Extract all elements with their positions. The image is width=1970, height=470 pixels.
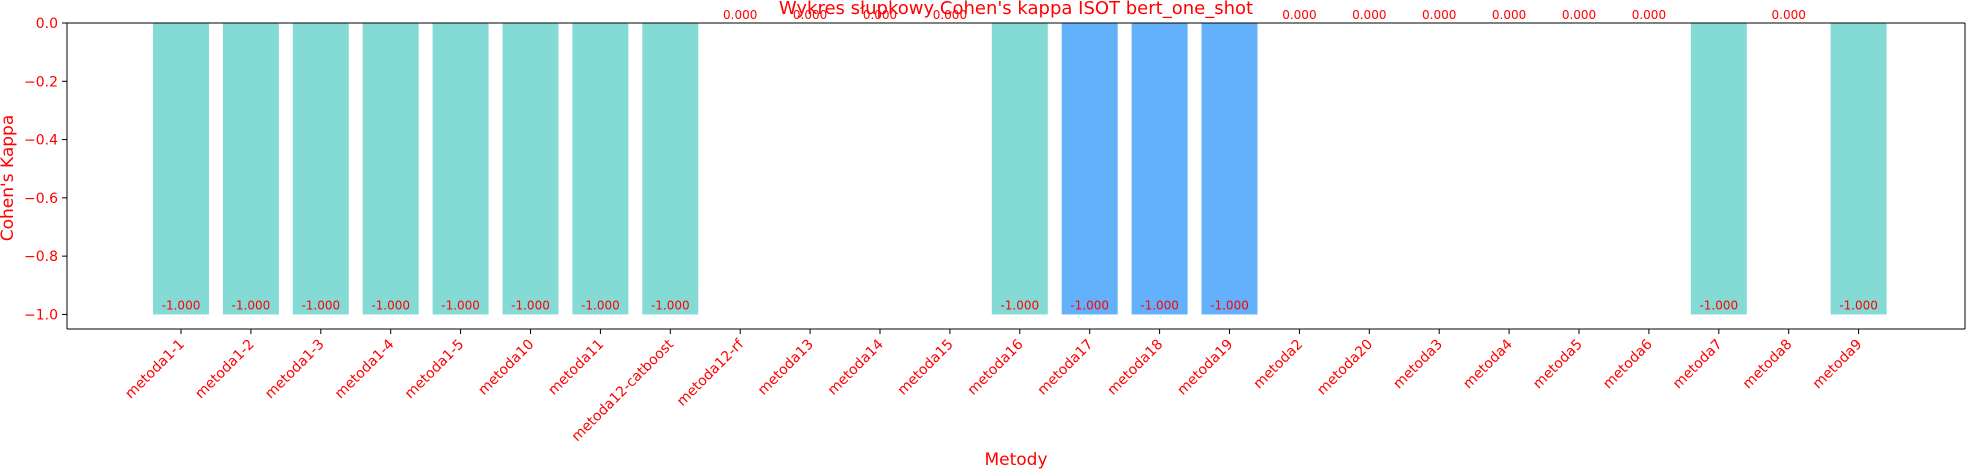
bar	[1830, 23, 1887, 315]
data-label: -1.000	[441, 298, 480, 312]
y-ticks-group: 0.0 −0.2 −0.4 −0.6 −0.8 −1.0	[24, 16, 67, 323]
x-tick-label: metoda3	[1390, 337, 1446, 393]
x-tick-label: metoda10	[475, 337, 537, 399]
x-tick-label: metoda19	[1174, 337, 1236, 399]
data-label: 0.000	[1352, 8, 1386, 22]
bar	[432, 23, 489, 315]
data-label: 0.000	[863, 8, 897, 22]
bar	[362, 23, 419, 315]
x-tick-label: metoda20	[1314, 337, 1376, 399]
y-axis-label: Cohen's Kappa	[0, 115, 18, 241]
y-tick-label: −1.0	[24, 307, 58, 323]
value-labels-group: -1.000 -1.000 -1.000 -1.000 -1.000 -1.000 -1.0…	[162, 8, 1878, 312]
bar	[991, 23, 1048, 315]
data-label: 0.000	[1492, 8, 1526, 22]
y-tick-label: −0.4	[24, 133, 58, 149]
y-tick-label: −0.8	[24, 249, 58, 265]
x-tick-label: metoda6	[1600, 336, 1656, 392]
x-tick-label: metoda12-rf	[674, 336, 748, 410]
x-tick-label: metoda14	[825, 336, 887, 398]
y-tick-label: −0.2	[24, 74, 58, 90]
x-tick-label: metoda13	[755, 337, 817, 399]
x-tick-label: metoda15	[895, 337, 957, 399]
data-label: -1.000	[511, 298, 550, 312]
x-tick-label: metoda9	[1810, 337, 1866, 393]
x-tick-label: metoda4	[1460, 336, 1516, 392]
x-tick-label: metoda11	[545, 337, 607, 399]
bar	[153, 23, 209, 315]
data-label: 0.000	[933, 8, 967, 22]
data-label: 0.000	[793, 8, 827, 22]
x-tick-label: metoda1-2	[192, 337, 258, 403]
bar	[642, 23, 699, 315]
bar	[502, 23, 559, 315]
x-tick-label: metoda8	[1740, 337, 1796, 393]
x-tick-label: metoda7	[1670, 337, 1726, 393]
y-tick-label: 0.0	[36, 16, 58, 32]
bar	[1690, 23, 1747, 315]
x-axis-label: Metody	[984, 450, 1047, 470]
data-label: -1.000	[1000, 298, 1039, 312]
data-label: -1.000	[1070, 298, 1109, 312]
data-label: -1.000	[1140, 298, 1179, 312]
x-ticks-group: metoda1-1 metoda1-2 metoda1-3 metoda1-4 meto…	[122, 329, 1865, 445]
data-label: -1.000	[301, 298, 340, 312]
data-label: -1.000	[581, 298, 620, 312]
data-label: 0.000	[1422, 8, 1456, 22]
data-label: -1.000	[1699, 298, 1738, 312]
data-label: 0.000	[1632, 8, 1666, 22]
bar	[1131, 23, 1188, 315]
bars-group	[153, 23, 1887, 315]
data-label: 0.000	[1772, 8, 1806, 22]
x-tick-label: metoda5	[1530, 337, 1586, 393]
x-tick-label: metoda1-4	[332, 336, 398, 402]
x-tick-label: metoda16	[965, 336, 1027, 398]
data-label: -1.000	[162, 298, 201, 312]
data-label: 0.000	[723, 8, 757, 22]
x-tick-label: metoda2	[1251, 337, 1307, 393]
data-label: 0.000	[1282, 8, 1316, 22]
x-tick-label: metoda18	[1104, 337, 1166, 399]
x-tick-label: metoda1-1	[122, 337, 188, 403]
data-label: -1.000	[1839, 298, 1878, 312]
x-tick-label: metoda1-5	[402, 337, 468, 403]
bar	[572, 23, 629, 315]
bar	[222, 23, 279, 315]
data-label: -1.000	[1210, 298, 1249, 312]
data-label: -1.000	[651, 298, 690, 312]
data-label: 0.000	[1562, 8, 1596, 22]
data-label: -1.000	[371, 298, 410, 312]
bar	[1061, 23, 1118, 315]
chart-title: Wykres słupkowy Cohen's kappa ISOT bert_…	[779, 0, 1253, 19]
bar	[292, 23, 349, 315]
x-tick-label: metoda1-3	[262, 337, 328, 403]
y-tick-label: −0.6	[24, 191, 58, 207]
x-tick-label: metoda17	[1035, 337, 1097, 399]
data-label: -1.000	[232, 298, 271, 312]
bar	[1201, 23, 1258, 315]
